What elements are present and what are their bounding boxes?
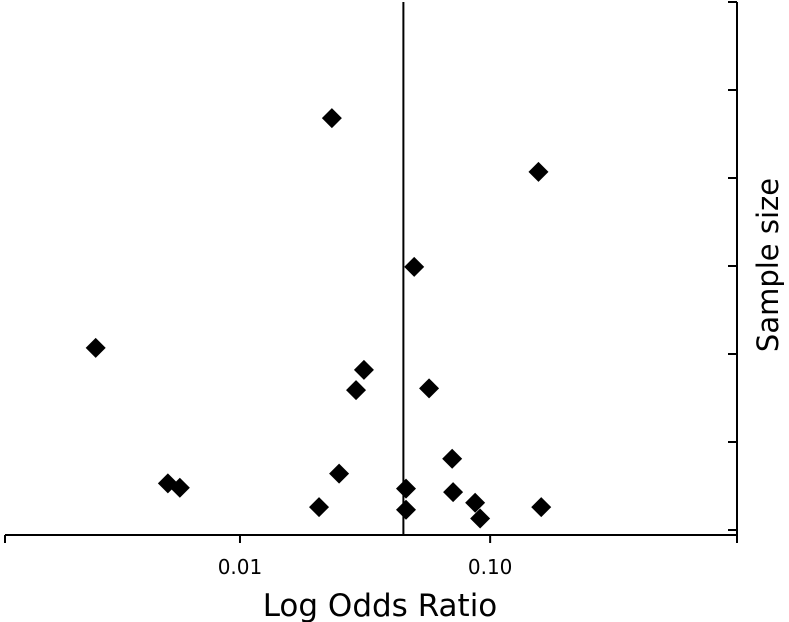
point <box>85 337 106 358</box>
x-axis-label: Log Odds Ratio <box>263 588 498 622</box>
point <box>329 463 350 484</box>
point <box>321 108 342 129</box>
point <box>396 499 417 520</box>
point <box>470 508 491 529</box>
point <box>528 161 549 182</box>
point <box>309 497 330 518</box>
point <box>442 448 463 469</box>
point <box>404 256 425 277</box>
x-tick-label: 0.10 <box>468 555 513 579</box>
point <box>443 482 464 503</box>
point <box>169 477 190 498</box>
point <box>396 478 417 499</box>
y-axis-label: Sample size <box>751 178 785 352</box>
x-tick-label: 0.01 <box>218 555 263 579</box>
point <box>531 497 552 518</box>
point <box>465 492 486 513</box>
point <box>419 378 440 399</box>
point <box>353 359 374 380</box>
point <box>346 380 367 401</box>
